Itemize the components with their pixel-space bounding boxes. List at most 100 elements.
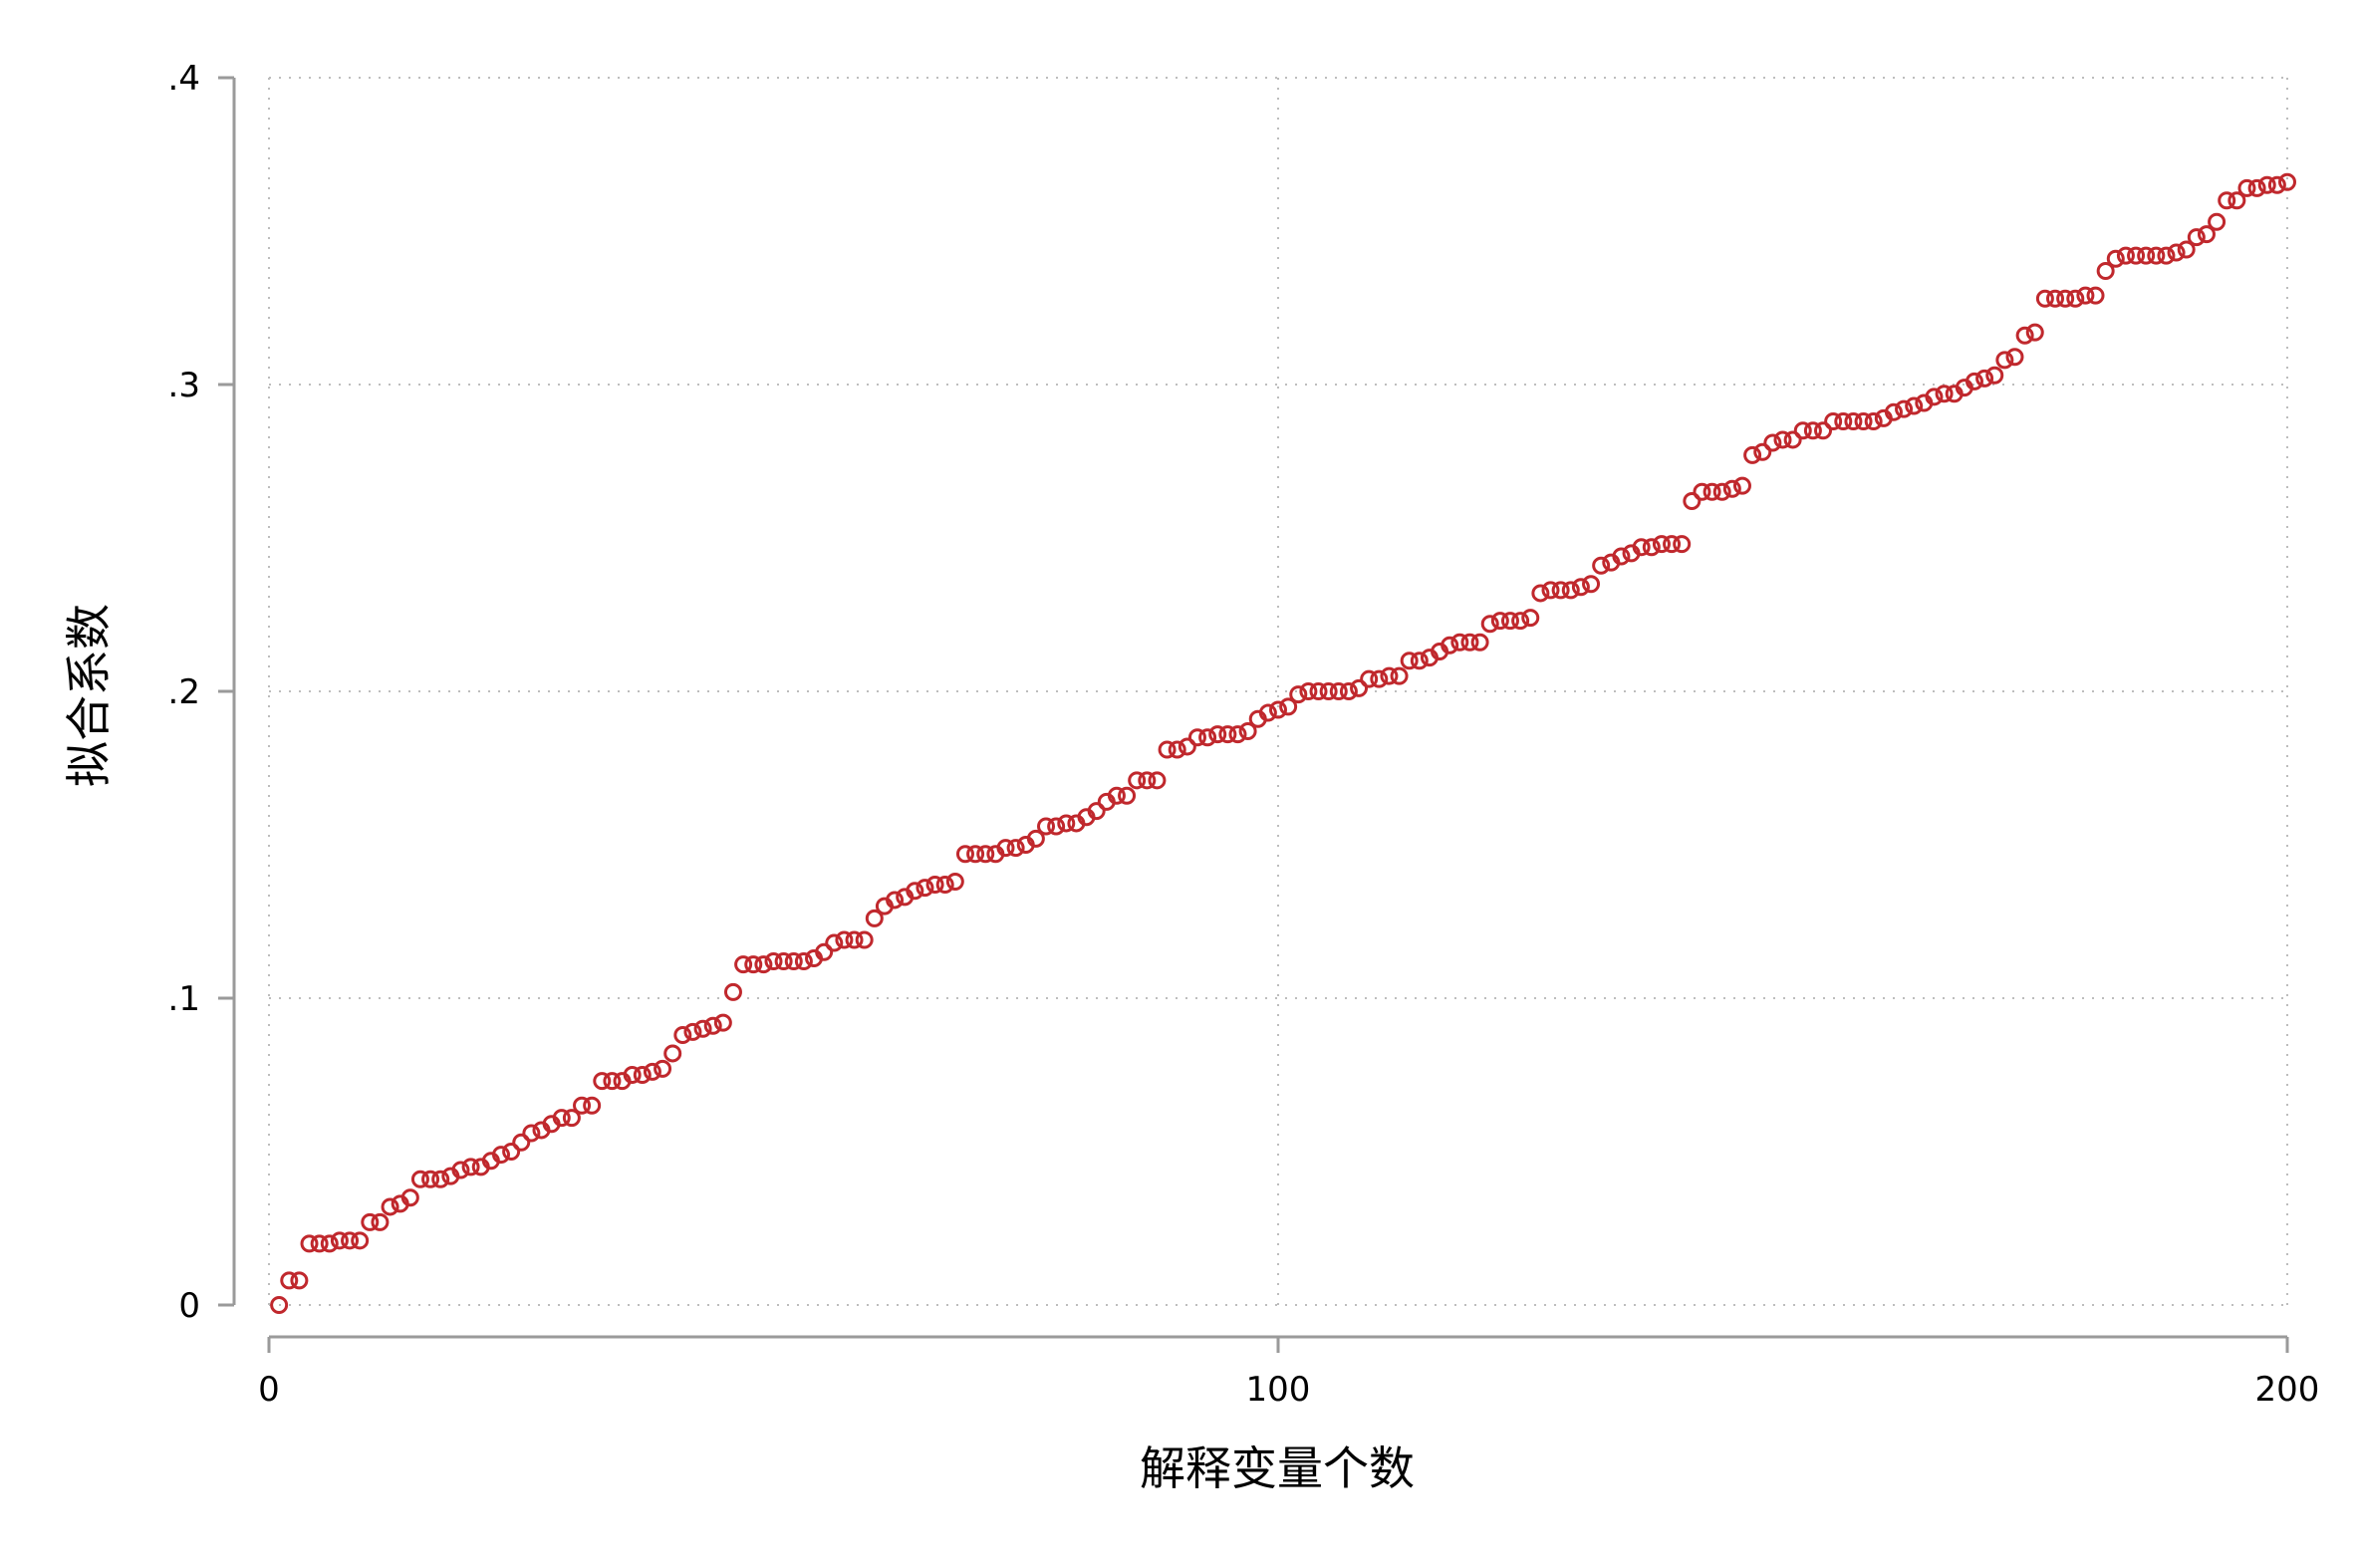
data-point: [1500, 612, 1519, 631]
data-point: [562, 1109, 581, 1128]
data-point: [1350, 678, 1369, 697]
data-point: [1269, 700, 1287, 719]
data-point: [784, 952, 803, 971]
data-point: [643, 1062, 661, 1081]
data-point: [1683, 492, 1702, 511]
y-tick-label: .3: [168, 366, 200, 405]
data-point: [1824, 411, 1843, 430]
data-point: [1975, 369, 1994, 388]
data-point: [2237, 178, 2256, 197]
data-point: [320, 1234, 339, 1253]
data-point: [341, 1231, 360, 1250]
data-point: [1763, 433, 1782, 452]
data-point: [2177, 240, 2196, 259]
data-point: [1551, 581, 1570, 600]
data-point: [351, 1231, 370, 1250]
data-point: [996, 839, 1015, 858]
data-point: [1480, 615, 1499, 634]
data-point: [2218, 191, 2236, 210]
data-point: [1470, 633, 1489, 652]
data-point: [966, 845, 985, 864]
data-point: [845, 930, 864, 949]
data-point: [1985, 366, 2004, 385]
data-point: [2147, 246, 2166, 265]
data-point: [1450, 633, 1469, 652]
data-point: [764, 952, 783, 971]
data-point: [1642, 538, 1661, 557]
data-point: [583, 1096, 602, 1115]
data-point: [1208, 725, 1227, 744]
data-point: [593, 1072, 612, 1091]
data-point: [1663, 535, 1682, 554]
data-point: [1047, 817, 1066, 836]
data-point: [2066, 289, 2085, 308]
data-point: [1037, 817, 1056, 836]
data-point: [1935, 385, 1954, 403]
data-point: [461, 1158, 480, 1176]
data-point: [2015, 326, 2034, 345]
data-point: [865, 909, 884, 927]
data-point: [1541, 581, 1560, 600]
y-tick-label: .4: [168, 59, 200, 99]
data-point: [1258, 703, 1277, 722]
data-point: [1571, 578, 1590, 597]
data-point: [361, 1212, 380, 1231]
data-point: [371, 1212, 390, 1231]
data-point: [825, 933, 844, 952]
data-point: [1895, 399, 1914, 418]
data-point: [1118, 786, 1137, 805]
data-point: [1309, 682, 1328, 700]
data-point: [1511, 612, 1530, 631]
data-point: [2025, 323, 2044, 342]
data-point: [1238, 722, 1257, 741]
y-tick-label: 0: [178, 1286, 200, 1326]
data-point: [491, 1146, 510, 1165]
data-point: [1693, 482, 1711, 501]
data-point: [1410, 652, 1429, 670]
data-point: [451, 1161, 470, 1179]
data-point: [410, 1170, 429, 1188]
data-point: [906, 882, 924, 901]
data-point: [300, 1234, 319, 1253]
data-point: [1087, 802, 1106, 821]
data-point: [421, 1170, 440, 1188]
data-point: [945, 872, 964, 891]
data-point: [270, 1296, 289, 1314]
data-point: [1582, 575, 1601, 594]
data-point: [1370, 669, 1389, 688]
data-point: [603, 1072, 622, 1091]
data-point: [1158, 740, 1177, 759]
data-point: [400, 1188, 419, 1207]
data-point: [1995, 351, 2014, 370]
data-point: [2076, 286, 2095, 305]
data-point: [1218, 725, 1237, 744]
data-point: [2005, 348, 2024, 367]
data-point: [1632, 538, 1651, 557]
data-point: [794, 952, 813, 971]
y-tick-label: .2: [168, 672, 200, 712]
data-point: [1722, 479, 1741, 498]
data-point: [1490, 612, 1509, 631]
data-point: [815, 942, 834, 961]
data-point: [1279, 697, 1298, 716]
data-points: [270, 172, 2296, 1314]
data-point: [1319, 682, 1338, 700]
data-point: [1360, 669, 1379, 688]
data-point: [935, 876, 954, 895]
data-point: [2086, 286, 2105, 305]
data-point: [1107, 786, 1126, 805]
data-point: [1289, 685, 1308, 704]
data-point: [280, 1271, 299, 1290]
data-point: [2056, 289, 2075, 308]
data-point: [1743, 445, 1762, 464]
x-axis-title: 解释变量个数: [1140, 1441, 1415, 1495]
data-point: [2116, 246, 2135, 265]
data-point: [2096, 262, 2115, 281]
data-point: [1329, 682, 1348, 700]
data-point: [381, 1197, 399, 1216]
data-point: [703, 1016, 722, 1035]
data-point: [512, 1133, 531, 1152]
data-point: [1299, 682, 1318, 700]
y-axis-title: 拟合系数: [62, 604, 116, 787]
